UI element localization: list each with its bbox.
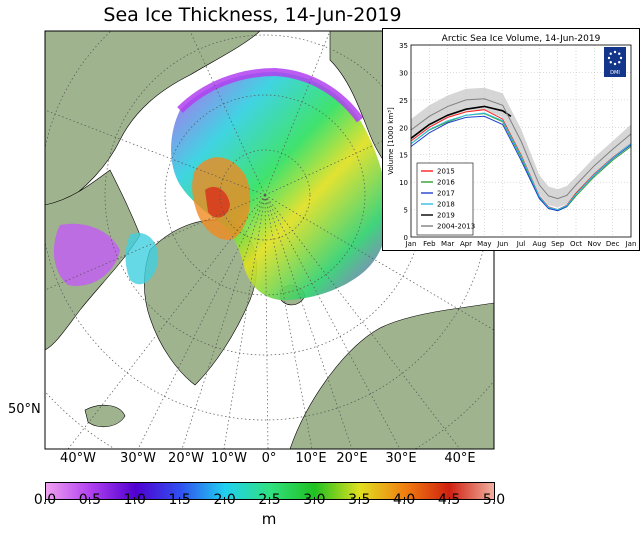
inset-ytick-label: 25	[399, 97, 408, 105]
inset-range-band	[411, 87, 631, 208]
baffin-bay-ice	[125, 233, 159, 285]
lon-label: 10°W	[211, 451, 247, 466]
inset-ytick-label: 20	[399, 124, 408, 132]
dmi-logo-star-icon	[609, 52, 612, 55]
land-canada	[45, 31, 261, 209]
inset-xtick-label: Aug	[532, 240, 546, 248]
lon-label: 40°E	[444, 451, 476, 466]
colorbar-tick-mark	[89, 497, 91, 502]
volume-inset-chart: Arctic Sea Ice Volume, 14-Jun-2019 0 5 10 15…	[382, 28, 640, 251]
inset-legend-label: 2004-2013	[437, 223, 475, 231]
inset-series-line	[410, 105, 512, 139]
dmi-logo-text: DMI	[610, 70, 620, 76]
inset-xtick-label: Dec	[606, 240, 620, 248]
land-iceland	[84, 404, 126, 428]
inset-ylabel: Volume [1000 km³]	[387, 107, 395, 175]
inset-xtick-label: Jan	[625, 240, 637, 248]
colorbar-unit: m	[261, 510, 277, 528]
colorbar	[45, 482, 495, 500]
inset-ytick-label: 0	[404, 234, 408, 242]
inset-xtick-label: Nov	[587, 240, 601, 248]
dmi-logo-star-icon	[613, 50, 617, 54]
colorbar-tick-label: 2.5	[258, 492, 281, 508]
dmi-logo-star-icon	[618, 61, 621, 64]
inset-xtick-label: May	[477, 240, 491, 248]
lon-label: 30°W	[120, 451, 156, 466]
inset-xtick-label: Feb	[423, 240, 436, 248]
colorbar-tick-mark	[134, 497, 136, 502]
colorbar-tick-label: 3.5	[348, 492, 371, 508]
inset-legend-label: 2016	[437, 179, 455, 187]
dmi-logo-star-icon	[613, 62, 617, 66]
inset-ytick-label: 30	[399, 69, 408, 77]
colorbar-tick-label: 4.0	[393, 492, 416, 508]
lon-label: 0°	[261, 451, 277, 466]
lon-label: 30°E	[385, 451, 417, 466]
colorbar-tick-mark	[493, 497, 495, 502]
inset-series-line	[410, 98, 632, 200]
inset-legend-label: 2019	[437, 212, 455, 220]
colorbar-tick-label: 1.5	[168, 492, 191, 508]
inset-xtick-label: Jul	[516, 240, 526, 248]
inset-series-line	[410, 112, 632, 211]
thick-ice-ridge	[205, 186, 230, 218]
inset-legend-label: 2018	[437, 201, 455, 209]
colorbar-tick-label: 0.0	[33, 492, 57, 508]
lon-label: 20°E	[336, 451, 368, 466]
inset-ytick-label: 15	[399, 152, 408, 160]
lon-label: 40°W	[60, 451, 96, 466]
hudson-bay-ice	[53, 223, 120, 286]
colorbar-tick-label: 3.0	[303, 492, 326, 508]
volume-chart-svg: Arctic Sea Ice Volume, 14-Jun-2019 0 5 10 15…	[387, 34, 637, 248]
inset-xtick-label: Apr	[460, 240, 472, 248]
inset-xtick-label: Oct	[570, 240, 582, 248]
inset-title: Arctic Sea Ice Volume, 14-Jun-2019	[442, 34, 601, 44]
inset-xtick-label: Jan	[405, 240, 417, 248]
dmi-logo-star-icon	[618, 52, 621, 55]
inset-plot-frame	[410, 44, 632, 238]
inset-xtick-label: Mar	[441, 240, 454, 248]
inset-ytick-label: 10	[399, 179, 408, 187]
land-scandinavia	[289, 302, 494, 449]
inset-xtick-label: Sep	[551, 240, 565, 248]
colorbar-tick-mark	[448, 497, 450, 502]
dmi-logo-icon	[604, 47, 626, 77]
colorbar-tick-mark	[44, 497, 46, 502]
sea-ice-thickness-map[interactable]	[0, 0, 640, 480]
colorbar-tick-label: 4.5	[437, 492, 461, 508]
colorbar-tick-mark	[313, 497, 315, 502]
colorbar-tick-mark	[224, 497, 226, 502]
lon-label: 10°E	[295, 451, 327, 466]
colorbar-tick-label: 5.0	[482, 492, 506, 508]
inset-ytick-label: 5	[404, 207, 408, 215]
lon-label: 20°W	[168, 451, 204, 466]
inset-legend-label: 2017	[437, 190, 455, 198]
colorbar-tick-mark	[403, 497, 405, 502]
inset-legend-box	[416, 162, 474, 236]
inset-legend-label: 2015	[437, 168, 455, 176]
dmi-logo-star-icon	[609, 61, 612, 64]
colorbar-tick-mark	[269, 497, 270, 502]
sea-ice-cover	[171, 72, 389, 301]
colorbar-tick-mark	[358, 497, 360, 502]
dmi-logo-star-icon	[619, 56, 623, 60]
colorbar-tick-label: 1.0	[123, 492, 146, 508]
thin-ice-edge	[177, 67, 364, 123]
colorbar-tick-label: 2.0	[213, 492, 236, 508]
inset-xtick-label: Jun	[496, 240, 508, 248]
inset-ytick-label: 35	[399, 42, 408, 50]
dmi-logo-star-icon	[607, 56, 611, 60]
latitude-label: 50°N	[8, 402, 41, 417]
map-title: Sea Ice Thickness, 14-Jun-2019	[103, 4, 402, 26]
colorbar-tick-label: 0.5	[78, 492, 102, 508]
colorbar-tick-mark	[179, 497, 181, 502]
